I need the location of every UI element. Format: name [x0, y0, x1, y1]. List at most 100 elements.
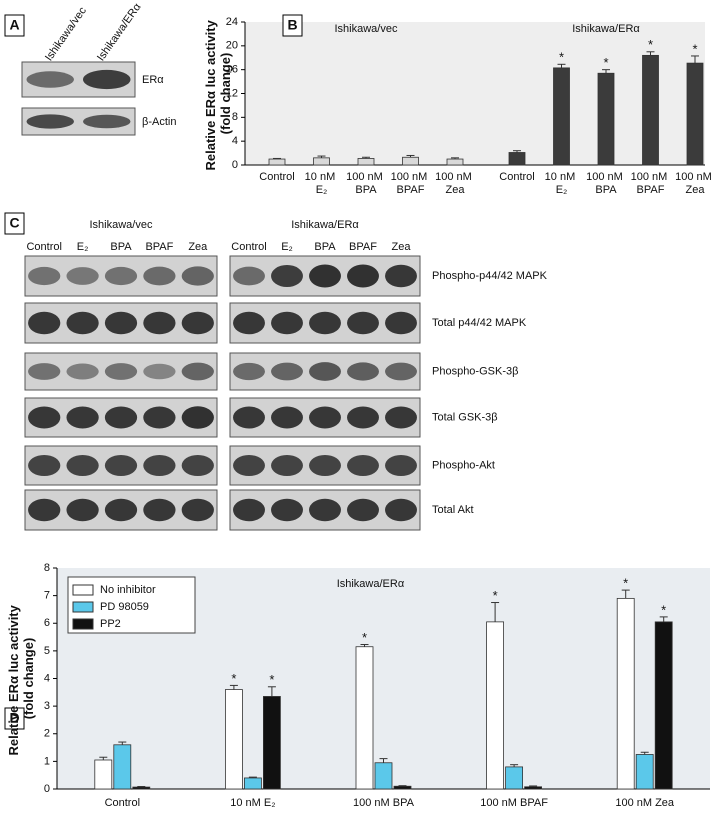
- blot-band: [28, 406, 61, 429]
- row-label: Total GSK-3β: [432, 411, 498, 423]
- lane-label: E₂: [281, 241, 293, 253]
- significance-mark: *: [559, 50, 564, 65]
- lane-label: BPA: [314, 241, 336, 253]
- blot-band: [347, 406, 379, 429]
- blot-band: [66, 454, 99, 477]
- blot-band: [104, 454, 138, 477]
- blot-band: [143, 406, 176, 429]
- legend-swatch: [72, 584, 94, 596]
- bar: [508, 152, 526, 166]
- y-tick-label: 1: [44, 755, 50, 767]
- significance-mark: *: [648, 37, 653, 52]
- bar: [642, 54, 659, 166]
- row-label: β-Actin: [142, 116, 176, 128]
- y-tick-label: 16: [226, 64, 238, 76]
- blot-band: [309, 454, 341, 477]
- significance-mark: *: [623, 576, 628, 591]
- blot-band: [181, 454, 214, 477]
- significance-mark: *: [269, 672, 274, 687]
- y-tick-label: 8: [232, 111, 238, 123]
- blot-band: [347, 264, 379, 288]
- y-tick-label: 5: [44, 645, 50, 657]
- legend-swatch: [72, 618, 94, 630]
- panel-label: C: [9, 215, 19, 231]
- y-tick-label: 20: [226, 40, 238, 52]
- lane-label: BPAF: [145, 241, 173, 253]
- blot-band: [143, 454, 176, 477]
- bar: [635, 754, 654, 790]
- bar: [224, 689, 243, 790]
- plot-background: [245, 22, 705, 165]
- bar: [355, 646, 374, 790]
- blot-band: [104, 406, 138, 429]
- panel-label: D: [9, 710, 19, 726]
- bar: [243, 777, 262, 790]
- blot-band: [271, 362, 303, 381]
- y-tick-label: 12: [226, 87, 238, 99]
- lane-label: E₂: [77, 241, 89, 253]
- y-tick-label: 7: [44, 590, 50, 602]
- lane-label: Control: [231, 241, 266, 253]
- x-tick-label: 100 nM BPAF: [391, 171, 431, 196]
- blot-band: [28, 498, 61, 522]
- blot-band: [233, 454, 265, 477]
- blot-band: [233, 266, 265, 286]
- blot-band: [143, 311, 176, 335]
- significance-mark: *: [493, 588, 498, 603]
- bar: [505, 766, 524, 790]
- x-tick-label: 100 nM Zea: [675, 171, 715, 196]
- bar: [654, 621, 673, 790]
- lane-label: BPAF: [349, 241, 377, 253]
- blot-band: [309, 406, 341, 429]
- legend-label: PD 98059: [100, 601, 149, 613]
- panel-label: B: [287, 17, 297, 33]
- x-tick-label: 10 nM E₂: [545, 171, 579, 196]
- blot-band: [26, 71, 74, 88]
- legend-label: PP2: [100, 618, 121, 630]
- lane-label: Zea: [188, 241, 208, 253]
- row-label: Phospho-p44/42 MAPK: [432, 270, 548, 282]
- blot-band: [104, 363, 138, 380]
- blot-band: [385, 498, 417, 522]
- row-label: Phospho-Akt: [432, 459, 495, 471]
- y-tick-label: 6: [44, 617, 50, 629]
- bar: [686, 62, 704, 166]
- group-label: Ishikawa/ERα: [291, 219, 359, 231]
- lane-label: BPA: [110, 241, 132, 253]
- bar: [597, 72, 615, 166]
- lane-label: Ishikawa/ERα: [95, 1, 144, 64]
- y-tick-label: 8: [44, 562, 50, 574]
- row-label: Phospho-GSK-3β: [432, 365, 518, 377]
- significance-mark: *: [692, 41, 697, 56]
- row-label: ERα: [142, 74, 164, 86]
- blot-band: [28, 311, 61, 335]
- blot-band: [385, 311, 417, 335]
- blot-band: [271, 406, 303, 429]
- panel-label: A: [9, 17, 19, 33]
- blot-band: [181, 266, 214, 286]
- blot-band: [309, 362, 341, 381]
- x-tick-label: 100 nM BPA: [353, 797, 415, 809]
- blot-band: [385, 264, 417, 288]
- y-tick-label: 4: [44, 672, 50, 684]
- x-tick-label: Control: [259, 171, 294, 183]
- significance-mark: *: [362, 630, 367, 645]
- blot-band: [66, 498, 99, 522]
- bar: [616, 597, 635, 790]
- blot-band: [66, 363, 99, 380]
- blot-band: [233, 406, 265, 429]
- panel-label-box: [4, 14, 25, 37]
- bar: [486, 621, 505, 790]
- x-tick-label: 100 nM Zea: [615, 797, 675, 809]
- blot-band: [83, 69, 131, 90]
- x-tick-label: 100 nM BPAF: [631, 171, 671, 196]
- group-label: Ishikawa/ERα: [337, 578, 405, 590]
- blot-band: [143, 266, 176, 286]
- blot-band: [271, 454, 303, 477]
- blot-band: [233, 311, 265, 335]
- blot-band: [83, 114, 131, 129]
- significance-mark: *: [231, 671, 236, 686]
- bar: [446, 158, 464, 166]
- blot-band: [347, 498, 379, 522]
